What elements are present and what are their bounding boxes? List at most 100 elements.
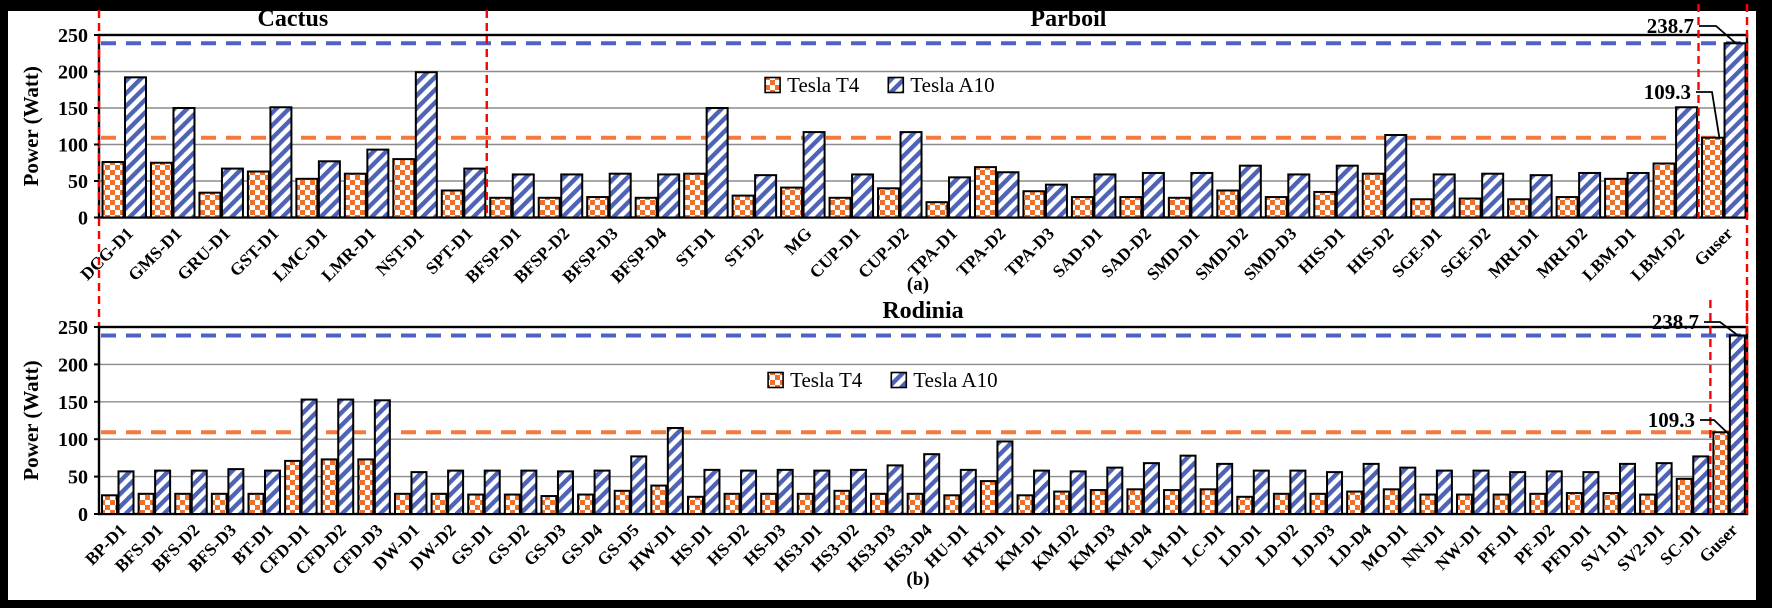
bar-tesla-t4 bbox=[284, 459, 302, 515]
bar-tesla-a10 bbox=[1675, 106, 1699, 219]
bar-tesla-t4 bbox=[1675, 477, 1693, 515]
bar-tesla-a10 bbox=[1033, 469, 1051, 515]
annotation-leader-line bbox=[1696, 91, 1721, 139]
bar-tesla-t4 bbox=[357, 458, 375, 515]
bar-tesla-t4 bbox=[943, 494, 961, 515]
bar-tesla-t4 bbox=[101, 494, 118, 515]
bar-tesla-a10 bbox=[1399, 466, 1417, 515]
bar-tesla-t4 bbox=[537, 196, 561, 219]
bar-tesla-t4 bbox=[1163, 489, 1181, 515]
legend: Tesla T4 Tesla A10 bbox=[764, 73, 995, 97]
annotation-label: 238.7 bbox=[1652, 310, 1699, 334]
annotation-leader-line bbox=[1704, 321, 1740, 338]
bar-tesla-t4 bbox=[137, 492, 155, 515]
bar-tesla-t4 bbox=[210, 492, 228, 515]
bar-tesla-t4 bbox=[430, 492, 448, 515]
bar-tesla-t4 bbox=[780, 186, 804, 219]
bar-tesla-t4 bbox=[1701, 136, 1725, 219]
bar-tesla-t4 bbox=[1492, 493, 1510, 516]
bar-tesla-t4 bbox=[979, 480, 997, 516]
bar-tesla-a10 bbox=[849, 468, 867, 516]
y-axis-tick-label: 150 bbox=[58, 98, 88, 120]
bar-tesla-a10 bbox=[593, 469, 611, 515]
bar-tesla-a10 bbox=[269, 106, 293, 219]
bar-tesla-a10 bbox=[1472, 469, 1490, 515]
bar-tesla-a10 bbox=[1582, 471, 1600, 515]
bar-tesla-a10 bbox=[1692, 455, 1710, 515]
bar-tesla-t4 bbox=[731, 194, 755, 219]
bar-tesla-t4 bbox=[796, 492, 814, 515]
bar-tesla-t4 bbox=[1264, 196, 1288, 219]
legend-label: Tesla T4 bbox=[790, 368, 863, 392]
bar-tesla-t4 bbox=[1119, 196, 1143, 219]
bar-tesla-a10 bbox=[705, 107, 729, 219]
y-axis-tick-label: 250 bbox=[58, 317, 88, 339]
bar-tesla-t4 bbox=[320, 458, 338, 515]
suite-title: Cactus bbox=[258, 6, 329, 32]
bar-tesla-t4 bbox=[1126, 488, 1144, 516]
bar-tesla-t4 bbox=[247, 492, 265, 515]
bar-tesla-t4 bbox=[586, 196, 610, 219]
y-axis-tick-label: 200 bbox=[58, 62, 88, 84]
bar-tesla-a10 bbox=[802, 131, 826, 219]
bar-tesla-a10 bbox=[410, 471, 428, 515]
y-axis-tick-label: 50 bbox=[68, 467, 88, 489]
legend: Tesla T4 Tesla A10 bbox=[767, 368, 998, 392]
bar-tesla-t4 bbox=[246, 170, 270, 219]
bar-tesla-a10 bbox=[511, 173, 535, 219]
y-axis-tick-label: 150 bbox=[58, 392, 88, 414]
bar-tesla-a10 bbox=[1728, 334, 1746, 515]
bar-tesla-t4 bbox=[467, 493, 485, 516]
annotation-leader-line bbox=[1699, 25, 1738, 45]
bar-tesla-a10 bbox=[1179, 454, 1197, 516]
bar-tesla-t4 bbox=[1652, 162, 1676, 219]
legend-swatch-icon bbox=[887, 76, 905, 94]
bar-tesla-a10 bbox=[1335, 164, 1359, 219]
bar-tesla-a10 bbox=[630, 455, 648, 515]
bar-tesla-t4 bbox=[1199, 488, 1217, 516]
bar-tesla-a10 bbox=[1723, 42, 1747, 219]
bar-tesla-a10 bbox=[1141, 171, 1165, 219]
bar-tesla-t4 bbox=[877, 187, 901, 219]
bar-tesla-a10 bbox=[1044, 183, 1068, 219]
bar-tesla-a10 bbox=[317, 160, 341, 219]
bar-tesla-t4 bbox=[973, 166, 997, 219]
bar-tesla-a10 bbox=[1578, 171, 1602, 219]
bar-tesla-t4 bbox=[686, 495, 704, 515]
y-axis-tick-label: 0 bbox=[78, 208, 88, 230]
bar-tesla-t4 bbox=[1361, 172, 1385, 219]
bar-tesla-a10 bbox=[948, 176, 971, 219]
bar-tesla-t4 bbox=[906, 492, 924, 515]
bar-tesla-t4 bbox=[149, 161, 173, 219]
bar-tesla-a10 bbox=[1287, 173, 1311, 219]
bar-tesla-t4 bbox=[393, 492, 411, 515]
bar-tesla-a10 bbox=[124, 76, 147, 219]
bar-tesla-t4 bbox=[613, 489, 631, 516]
bar-tesla-t4 bbox=[101, 161, 125, 219]
bar-tesla-t4 bbox=[1089, 489, 1107, 515]
bar-tesla-t4 bbox=[1602, 492, 1620, 515]
bar-tesla-t4 bbox=[174, 492, 192, 515]
bar-tesla-t4 bbox=[440, 189, 464, 219]
bar-tesla-a10 bbox=[373, 399, 391, 515]
bar-tesla-t4 bbox=[489, 196, 513, 219]
bar-tesla-a10 bbox=[483, 469, 501, 515]
bar-tesla-a10 bbox=[1289, 469, 1307, 515]
bar-tesla-a10 bbox=[776, 468, 794, 516]
bar-tesla-t4 bbox=[833, 489, 851, 516]
bar-tesla-a10 bbox=[851, 173, 875, 219]
bar-tesla-a10 bbox=[1619, 462, 1637, 516]
bar-tesla-t4 bbox=[650, 484, 668, 515]
y-axis-title: Power (Watt) bbox=[19, 360, 43, 480]
bar-tesla-a10 bbox=[366, 148, 390, 219]
bar-tesla-t4 bbox=[1555, 196, 1579, 219]
bar-tesla-a10 bbox=[1216, 462, 1234, 516]
y-axis-tick-label: 200 bbox=[58, 354, 88, 376]
annotation-label: 109.3 bbox=[1644, 80, 1691, 104]
bar-tesla-t4 bbox=[343, 172, 367, 219]
bar-tesla-t4 bbox=[1053, 490, 1071, 515]
bar-tesla-t4 bbox=[683, 172, 707, 219]
bar-tesla-a10 bbox=[1481, 172, 1505, 219]
bar-tesla-a10 bbox=[1069, 470, 1087, 516]
